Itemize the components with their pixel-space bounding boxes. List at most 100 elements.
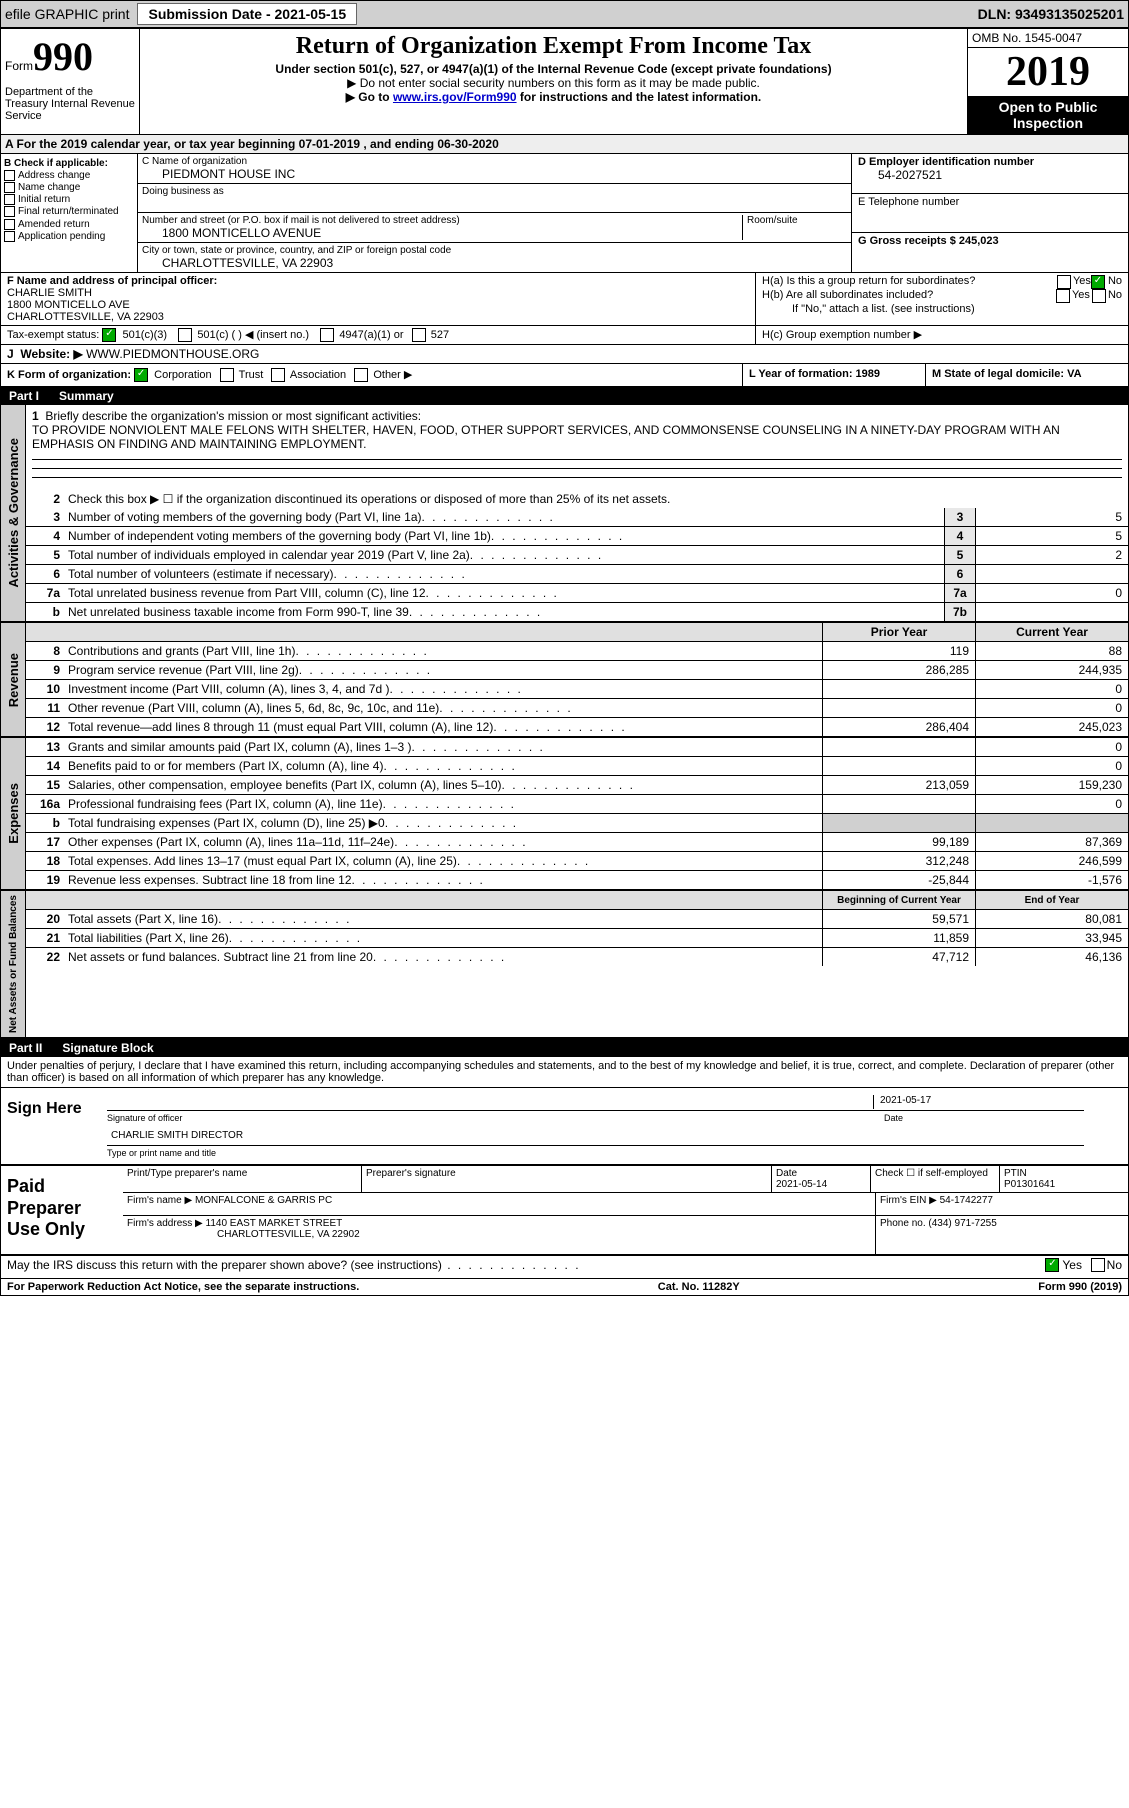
k-corp[interactable]: ✓ (134, 368, 148, 382)
firm-addr-cell: Firm's address ▶ 1140 EAST MARKET STREET… (123, 1216, 876, 1254)
col-end: End of Year (975, 891, 1128, 909)
line-20: 20Total assets (Part X, line 16)59,57180… (26, 910, 1128, 929)
sign-here-label: Sign Here (1, 1088, 93, 1164)
header-row: Form990 Department of the Treasury Inter… (1, 29, 1128, 135)
line-6: 6Total number of volunteers (estimate if… (26, 565, 1128, 584)
check-501c[interactable] (178, 328, 192, 342)
officer-name: CHARLIE SMITH DIRECTOR (111, 1130, 243, 1144)
section-i-row: Tax-exempt status: ✓ 501(c)(3) 501(c) ( … (1, 326, 1128, 345)
preparer-block: Paid Preparer Use Only Print/Type prepar… (1, 1166, 1128, 1256)
rev-header: Prior Year Current Year (26, 623, 1128, 642)
col-prior: Prior Year (822, 623, 975, 641)
hb-yes[interactable] (1056, 289, 1070, 303)
room-suite-label: Room/suite (742, 215, 847, 240)
sign-here-block: Sign Here 2021-05-17 Signature of office… (1, 1087, 1128, 1166)
line-4: 4Number of independent voting members of… (26, 527, 1128, 546)
checkbox-pending[interactable] (4, 231, 15, 242)
addr-cell: Number and street (or P.O. box if mail i… (138, 213, 851, 243)
checkbox-amended[interactable] (4, 219, 15, 230)
check-501c3[interactable]: ✓ (102, 328, 116, 342)
section-netassets: Net Assets or Fund Balances Beginning of… (1, 891, 1128, 1039)
footer-left: For Paperwork Reduction Act Notice, see … (7, 1281, 359, 1293)
line-9: 9Program service revenue (Part VIII, lin… (26, 661, 1128, 680)
discuss-row: May the IRS discuss this return with the… (1, 1256, 1128, 1279)
section-klm-row: K Form of organization: ✓ Corporation Tr… (1, 364, 1128, 387)
line-8: 8Contributions and grants (Part VIII, li… (26, 642, 1128, 661)
ha-no[interactable]: ✓ (1091, 275, 1105, 289)
part1-title: Summary (59, 389, 114, 403)
footer-right: Form 990 (2019) (1038, 1281, 1122, 1293)
col-b-checkboxes: B Check if applicable: Address change Na… (1, 154, 138, 272)
gross-receipts-cell: G Gross receipts $ 245,023 (852, 233, 1128, 272)
checkbox-address-change[interactable] (4, 170, 15, 181)
sig-officer-line: 2021-05-17 (107, 1094, 1084, 1111)
org-city: CHARLOTTESVILLE, VA 22903 (142, 256, 847, 270)
ein-cell: D Employer identification number 54-2027… (852, 154, 1128, 194)
checkbox-name-change[interactable] (4, 182, 15, 193)
check-4947[interactable] (320, 328, 334, 342)
firm-name-cell: Firm's name ▶ MONFALCONE & GARRIS PC (123, 1193, 876, 1215)
omb-cell: OMB No. 1545-0047 2019 Open to PublicIns… (967, 29, 1128, 134)
part2-title: Signature Block (62, 1041, 153, 1055)
line-b: bTotal fundraising expenses (Part IX, co… (26, 814, 1128, 833)
ag-label: Activities & Governance (1, 405, 26, 621)
section-expenses: Expenses 13Grants and similar amounts pa… (1, 738, 1128, 891)
l-cell: L Year of formation: 1989 (742, 364, 925, 386)
prep-row-2: Firm's name ▶ MONFALCONE & GARRIS PC Fir… (123, 1193, 1128, 1216)
line1-text: Briefly describe the organization's miss… (45, 409, 421, 423)
topbar: efile GRAPHIC print Submission Date - 20… (0, 0, 1129, 28)
check-527[interactable] (412, 328, 426, 342)
section-bcdefg: B Check if applicable: Address change Na… (1, 154, 1128, 273)
j-label: J (7, 347, 14, 361)
line-22: 22Net assets or fund balances. Subtract … (26, 948, 1128, 966)
website-label: Website: ▶ (20, 347, 82, 361)
line2-text: Check this box ▶ ☐ if the organization d… (64, 490, 1128, 508)
line-3: 3Number of voting members of the governi… (26, 508, 1128, 527)
phone-cell: E Telephone number (852, 194, 1128, 234)
instruction-1: ▶ Do not enter social security numbers o… (144, 76, 963, 90)
mission-block: 1 Briefly describe the organization's mi… (26, 405, 1128, 490)
form-id-cell: Form990 Department of the Treasury Inter… (1, 29, 140, 134)
hb-no[interactable] (1092, 289, 1106, 303)
k-assoc[interactable] (271, 368, 285, 382)
title-cell: Return of Organization Exempt From Incom… (140, 29, 967, 134)
part1-bar: Part I Summary (1, 387, 1128, 405)
ha-yes[interactable] (1057, 275, 1071, 289)
line-14: 14Benefits paid to or for members (Part … (26, 757, 1128, 776)
hc-cell: H(c) Group exemption number ▶ (755, 326, 1128, 344)
col-begin: Beginning of Current Year (822, 891, 975, 909)
m-cell: M State of legal domicile: VA (925, 364, 1128, 386)
checkbox-final-return[interactable] (4, 206, 15, 217)
firm-ein-cell: Firm's EIN ▶ 54-1742277 (876, 1193, 1128, 1215)
line-17: 17Other expenses (Part IX, column (A), l… (26, 833, 1128, 852)
org-name-cell: C Name of organization PIEDMONT HOUSE IN… (138, 154, 851, 184)
mission-text: TO PROVIDE NONVIOLENT MALE FELONS WITH S… (32, 423, 1060, 451)
paid-preparer-label: Paid Preparer Use Only (1, 1166, 123, 1254)
website-value[interactable]: WWW.PIEDMONTHOUSE.ORG (86, 347, 259, 361)
prep-date-cell: Date2021-05-14 (772, 1166, 871, 1192)
rev-label: Revenue (1, 623, 26, 736)
prep-row-1: Print/Type preparer's name Preparer's si… (123, 1166, 1128, 1193)
line-10: 10Investment income (Part VIII, column (… (26, 680, 1128, 699)
omb-number: OMB No. 1545-0047 (968, 29, 1128, 48)
checkbox-initial-return[interactable] (4, 194, 15, 205)
footer-mid: Cat. No. 11282Y (658, 1281, 740, 1293)
line-18: 18Total expenses. Add lines 13–17 (must … (26, 852, 1128, 871)
officer-name-line: CHARLIE SMITH DIRECTOR (107, 1129, 1084, 1146)
line-16a: 16aProfessional fundraising fees (Part I… (26, 795, 1128, 814)
k-other[interactable] (354, 368, 368, 382)
submission-date-button[interactable]: Submission Date - 2021-05-15 (137, 3, 357, 25)
sig-date: 2021-05-17 (873, 1095, 1080, 1109)
discuss-no[interactable] (1091, 1258, 1105, 1272)
irs-link[interactable]: www.irs.gov/Form990 (393, 90, 517, 104)
line-5: 5Total number of individuals employed in… (26, 546, 1128, 565)
col-de-side: D Employer identification number 54-2027… (851, 154, 1128, 272)
prep-name-label: Print/Type preparer's name (123, 1166, 362, 1192)
line-19: 19Revenue less expenses. Subtract line 1… (26, 871, 1128, 889)
k-trust[interactable] (220, 368, 234, 382)
section-activities-governance: Activities & Governance 1 Briefly descri… (1, 405, 1128, 623)
firm-phone-cell: Phone no. (434) 971-7255 (876, 1216, 1128, 1254)
section-revenue: Revenue Prior Year Current Year 8Contrib… (1, 623, 1128, 738)
discuss-yes[interactable]: ✓ (1045, 1258, 1059, 1272)
tax-year: 2019 (968, 48, 1128, 96)
